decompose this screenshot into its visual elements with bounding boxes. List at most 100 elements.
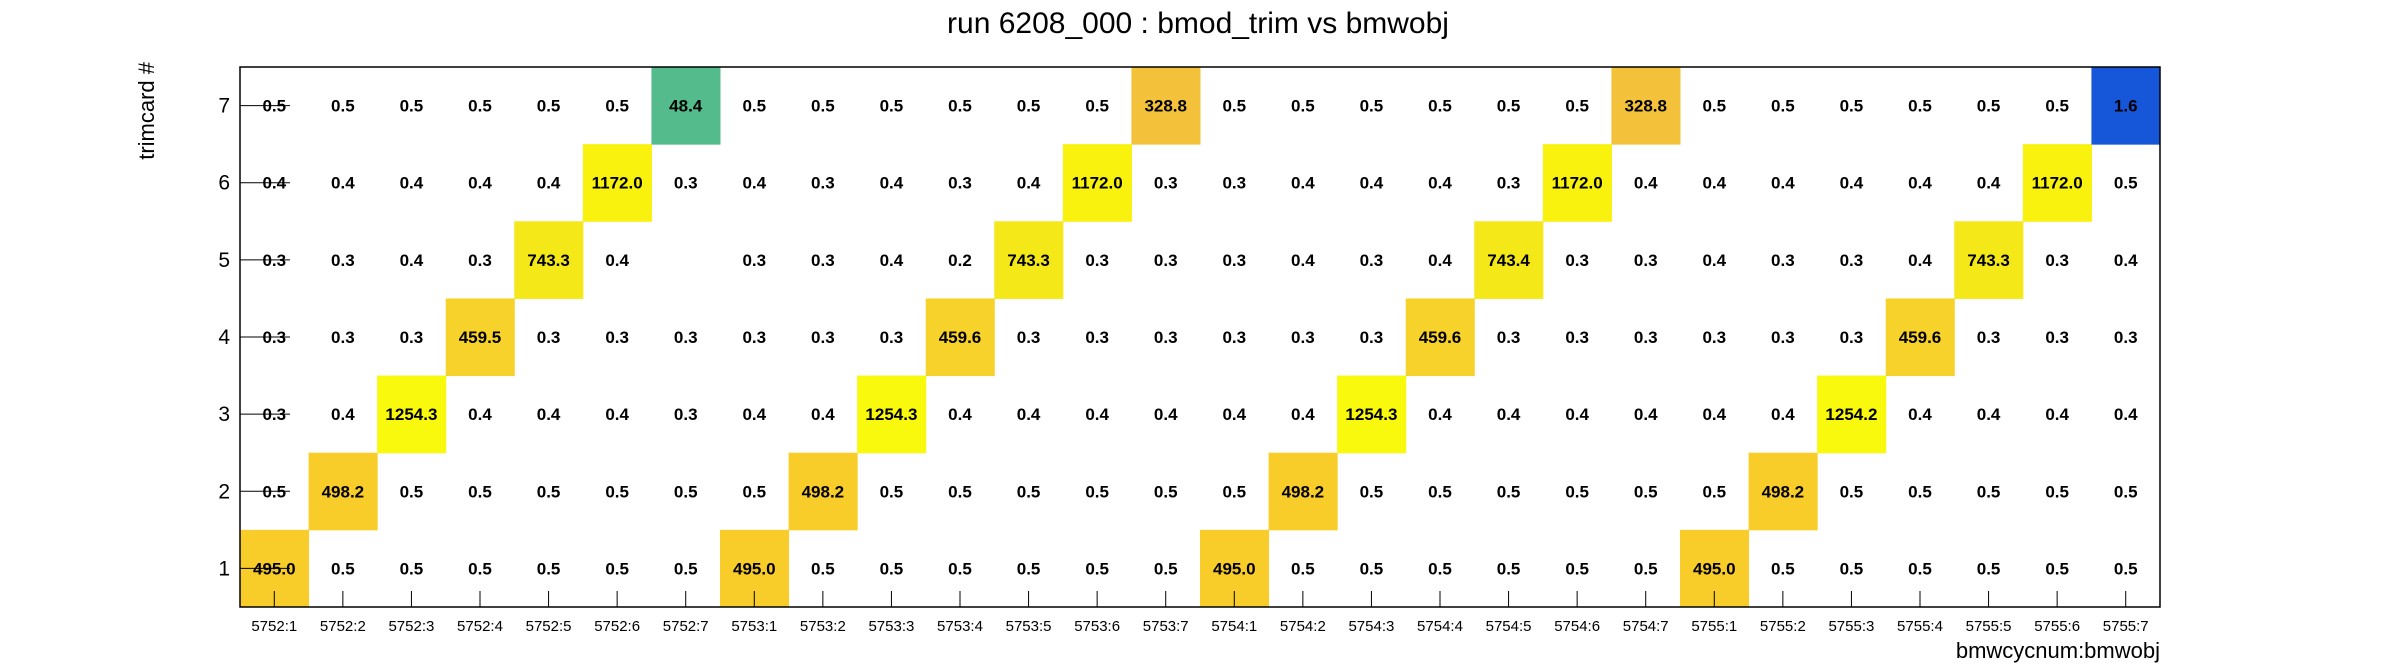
cell-value-label: 0.3: [1360, 251, 1384, 270]
cell-value-label: 0.3: [1085, 328, 1109, 347]
y-tick-label: 2: [218, 480, 230, 503]
cell-value-label: 0.3: [2114, 328, 2138, 347]
heatmap-cell: [1268, 452, 1338, 531]
cell-value-label: 743.3: [1007, 251, 1050, 270]
cell-value-label: 0.5: [1291, 97, 1315, 116]
heatmap-cell: [377, 375, 447, 454]
cell-value-label: 0.5: [537, 97, 561, 116]
cell-value-label: 0.3: [1702, 328, 1726, 347]
heatmap-cell: [1748, 452, 1818, 531]
cell-value-label: 0.5: [1634, 559, 1658, 578]
cell-value-label: 0.5: [1908, 482, 1932, 501]
heatmap-cell: [1954, 221, 2024, 299]
cell-value-label: 0.3: [1017, 328, 1041, 347]
cell-value-label: 0.4: [742, 174, 766, 193]
cell-value-label: 0.3: [1222, 251, 1246, 270]
heatmap-cell: [582, 144, 652, 222]
cell-value-label: 498.2: [1762, 482, 1805, 501]
cell-value-label: 0.4: [1908, 251, 1932, 270]
cell-value-label: 0.5: [1565, 482, 1589, 501]
cell-value-label: 459.5: [459, 328, 502, 347]
y-tick-label: 6: [218, 172, 230, 195]
x-tick-label: 5753:7: [1143, 618, 1189, 635]
cell-value-label: 0.5: [880, 559, 904, 578]
cell-value-label: 0.5: [1428, 482, 1452, 501]
cell-value-label: 0.5: [537, 559, 561, 578]
cell-value-label: 0.3: [262, 328, 286, 347]
x-tick-label: 5753:5: [1006, 618, 1052, 635]
y-tick-label: 5: [218, 249, 230, 272]
cell-value-label: 0.5: [1017, 97, 1041, 116]
x-tick-label: 5755:2: [1760, 618, 1806, 635]
cell-value-label: 0.3: [1497, 328, 1521, 347]
x-tick-label: 5755:6: [2034, 618, 2080, 635]
x-tick-label: 5753:1: [731, 618, 777, 635]
cell-value-label: 743.3: [527, 251, 570, 270]
y-tick-label: 1: [218, 557, 230, 580]
cell-value-label: 0.4: [1017, 174, 1041, 193]
cell-value-label: 0.3: [811, 251, 835, 270]
cell-value-label: 0.5: [1497, 559, 1521, 578]
cell-value-label: 0.3: [1222, 174, 1246, 193]
cell-value-label: 0.4: [1154, 405, 1178, 424]
x-axis-title: bmwcycnum:bmwobj: [1956, 638, 2160, 663]
cell-value-label: 0.3: [948, 174, 972, 193]
y-tick-label: 3: [218, 403, 230, 426]
cell-value-label: 0.3: [1291, 328, 1315, 347]
cell-value-label: 0.3: [400, 328, 424, 347]
cell-value-label: 0.4: [1634, 174, 1658, 193]
x-tick-label: 5754:5: [1486, 618, 1532, 635]
cell-value-label: 0.5: [1840, 97, 1864, 116]
heatmap-cell: [925, 298, 995, 377]
cell-value-label: 0.3: [1154, 251, 1178, 270]
cell-value-label: 0.3: [674, 405, 698, 424]
x-tick-label: 5754:6: [1554, 618, 1600, 635]
cell-value-label: 0.5: [2045, 97, 2069, 116]
cell-value-label: 0.5: [948, 482, 972, 501]
cell-value-label: 0.3: [1771, 251, 1795, 270]
cell-value-label: 1254.3: [385, 405, 437, 424]
cell-value-label: 0.5: [1840, 559, 1864, 578]
heatmap-cells: [240, 67, 2161, 608]
cell-value-label: 0.5: [468, 559, 492, 578]
x-tick-label: 5752:4: [457, 618, 503, 635]
cell-value-label: 743.4: [1487, 251, 1530, 270]
cell-value-label: 0.5: [262, 97, 286, 116]
cell-value-label: 0.4: [1702, 174, 1726, 193]
cell-value-label: 0.4: [1291, 174, 1315, 193]
chart-title: run 6208_000 : bmod_trim vs bmwobj: [947, 7, 1449, 40]
cell-value-label: 0.5: [2114, 482, 2138, 501]
cell-value-label: 0.5: [1840, 482, 1864, 501]
cell-value-label: 0.4: [2114, 251, 2138, 270]
cell-value-label: 0.4: [1085, 405, 1109, 424]
x-tick-label: 5753:3: [868, 618, 914, 635]
cell-value-label: 1.6: [2114, 97, 2138, 116]
cell-value-label: 0.5: [1017, 482, 1041, 501]
cell-value-label: 0.5: [1908, 559, 1932, 578]
cell-value-label: 0.5: [1428, 97, 1452, 116]
cell-value-label: 0.5: [605, 97, 629, 116]
cell-value-label: 0.5: [811, 559, 835, 578]
cell-value-label: 0.5: [2114, 559, 2138, 578]
cell-value-label: 0.3: [1154, 174, 1178, 193]
cell-value-label: 0.5: [742, 482, 766, 501]
heatmap-cell: [1542, 144, 1612, 222]
cell-value-label: 0.5: [1565, 97, 1589, 116]
cell-value-label: 0.4: [1565, 405, 1589, 424]
cell-value-label: 0.3: [1977, 328, 2001, 347]
cell-value-label: 0.3: [1840, 328, 1864, 347]
heatmap-cell: [514, 221, 584, 299]
cell-value-label: 0.5: [742, 97, 766, 116]
heatmap-cell: [1885, 298, 1955, 377]
heatmap-cell: [445, 298, 515, 377]
cell-value-label: 495.0: [253, 559, 296, 578]
cell-value-label: 0.5: [880, 482, 904, 501]
cell-value-label: 0.4: [1977, 174, 2001, 193]
cell-value-label: 0.3: [1565, 328, 1589, 347]
cell-value-label: 0.3: [1154, 328, 1178, 347]
cell-value-label: 0.5: [2045, 559, 2069, 578]
y-tick-label: 7: [218, 95, 230, 118]
cell-value-label: 0.4: [948, 405, 972, 424]
cell-value-label: 0.4: [1291, 251, 1315, 270]
cell-value-label: 0.5: [605, 482, 629, 501]
